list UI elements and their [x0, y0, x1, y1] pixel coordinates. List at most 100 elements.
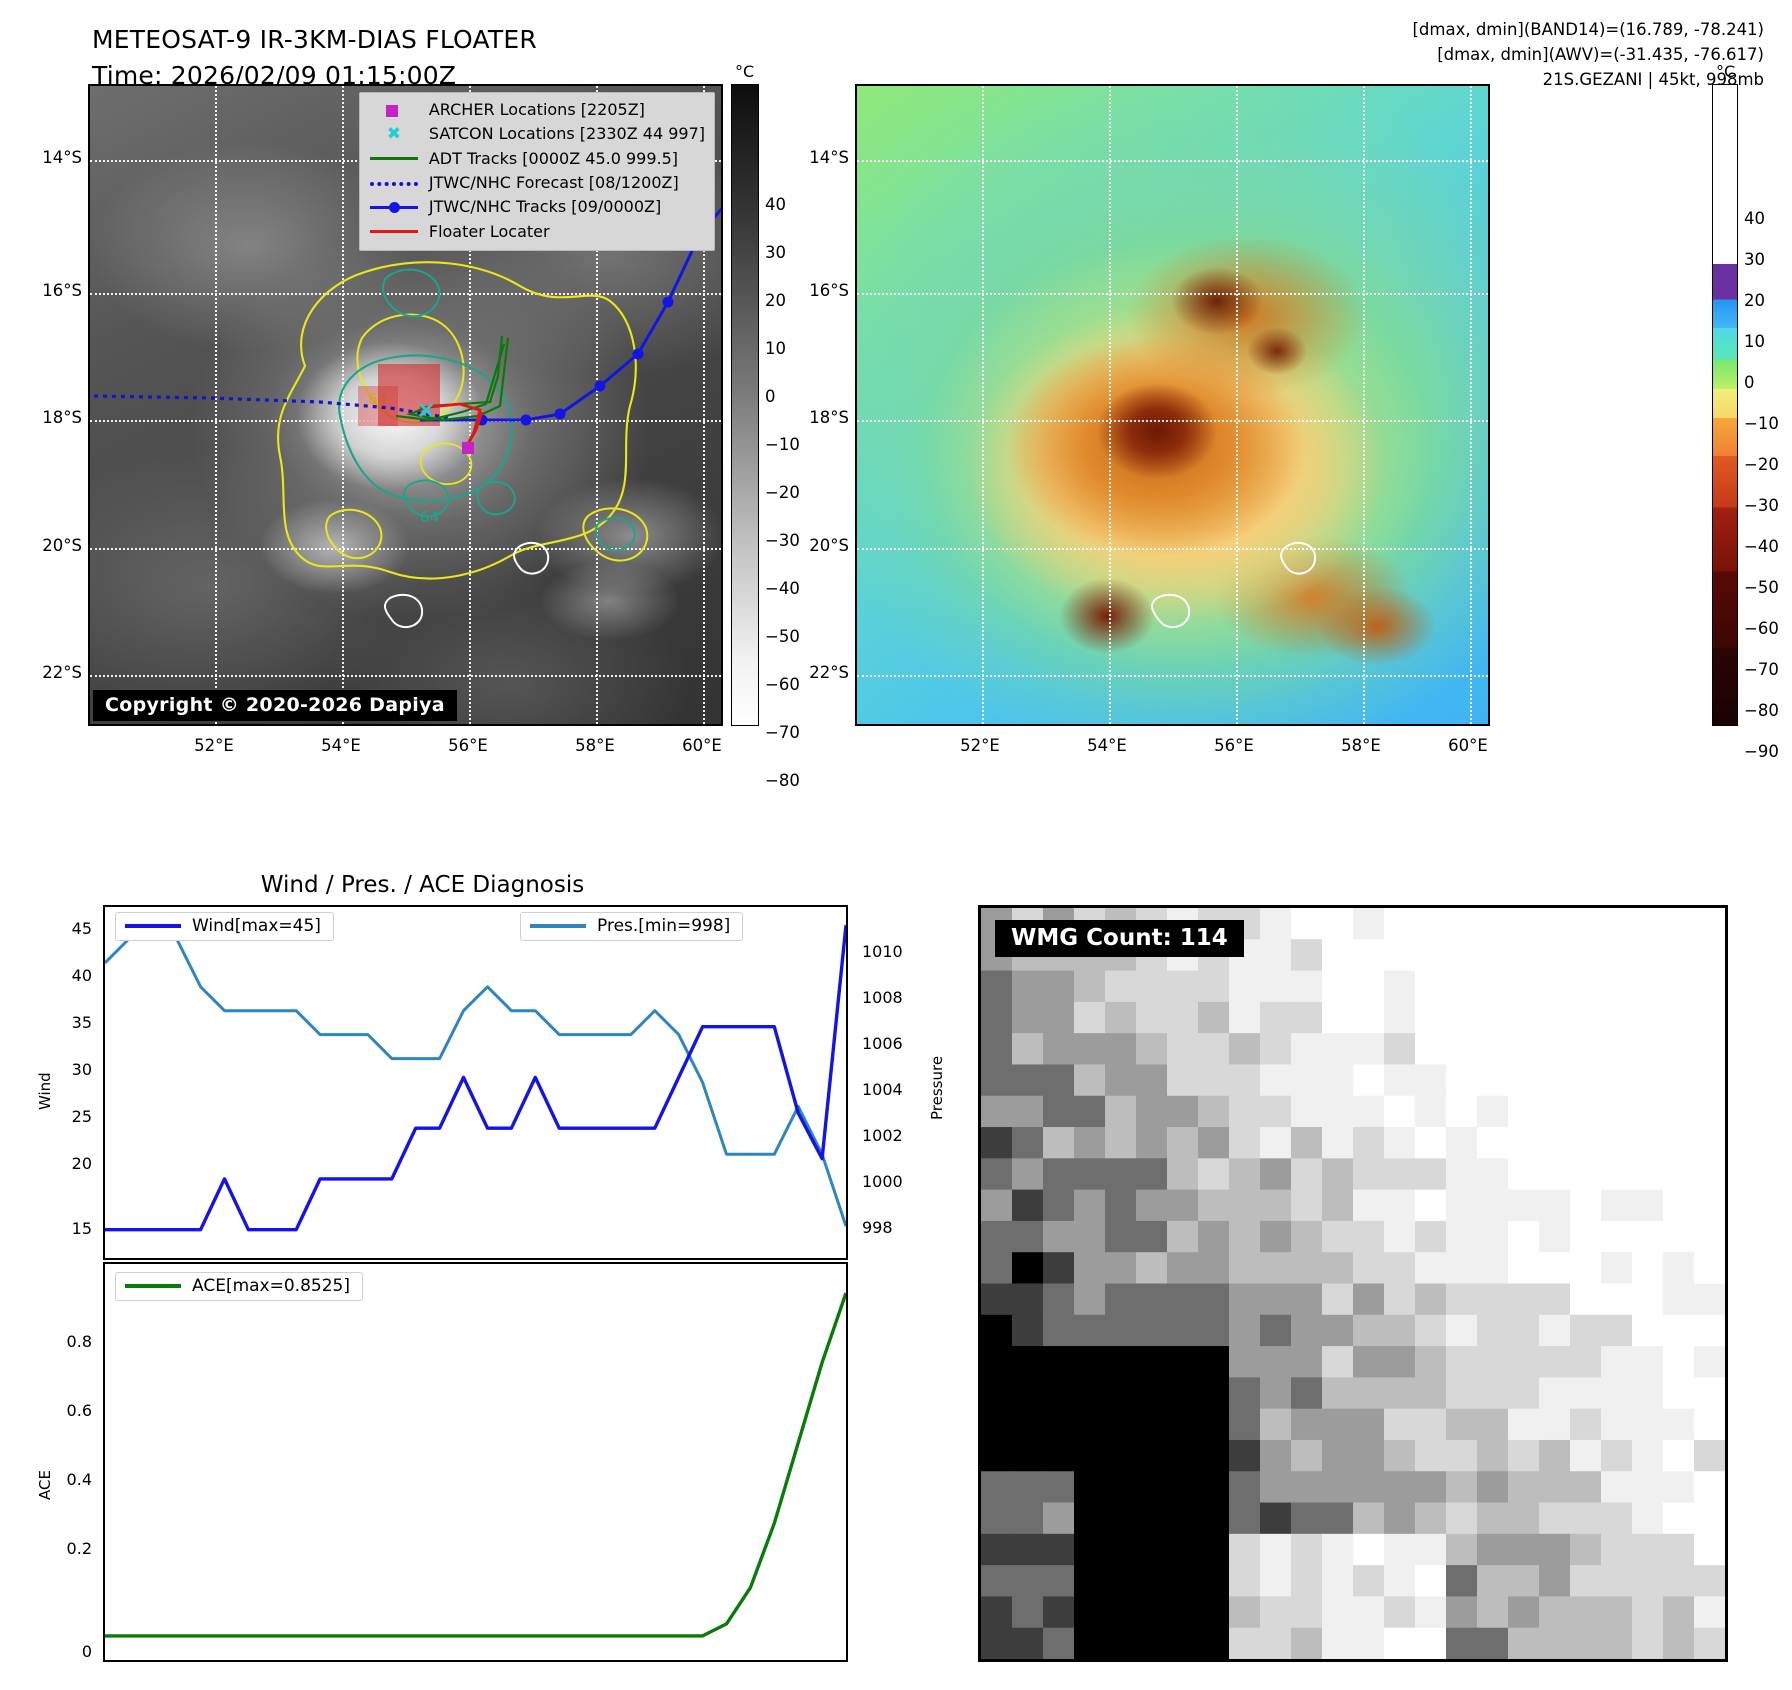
line-icon [125, 1284, 181, 1288]
cbar-tick: −30 [1744, 496, 1779, 515]
cbar-tick: −60 [1744, 619, 1779, 638]
legend-item-satcon[interactable]: ✖ SATCON Locations [2330Z 44 997] [368, 122, 705, 146]
x-marker-icon: ✖ [386, 123, 401, 144]
cbar-tick: −50 [1744, 578, 1779, 597]
wind-pres-ace-title: Wind / Pres. / ACE Diagnosis [260, 872, 585, 898]
ir-x-tick: 60°E [682, 736, 722, 755]
dmax-band14: [dmax, dmin](BAND14)=(16.789, -78.241) [1412, 20, 1764, 39]
wind-legend[interactable]: Wind[max=45] [115, 912, 334, 941]
legend-item-jtwc-forecast[interactable]: JTWC/NHC Forecast [08/1200Z] [368, 171, 705, 195]
cbar-tick: 0 [765, 387, 776, 406]
copyright-notice: Copyright © 2020-2026 Dapiya [93, 690, 457, 721]
gridline-vertical [342, 86, 344, 724]
pressure-tick: 1006 [862, 1034, 903, 1053]
ir-x-tick: 56°E [448, 736, 488, 755]
awv-satellite-image-panel[interactable] [855, 84, 1490, 726]
gridline-horizontal [857, 548, 1488, 550]
gridline-vertical [596, 86, 598, 724]
line-icon [368, 151, 420, 166]
ir-x-tick: 52°E [194, 736, 234, 755]
wind-pressure-chart[interactable] [103, 905, 848, 1260]
cbar-tick: −80 [765, 771, 800, 790]
header-stats: [dmax, dmin](BAND14)=(16.789, -78.241) [… [1412, 18, 1764, 92]
awv-y-tick: 20°S [809, 536, 849, 555]
wmg-count-badge: WMG Count: 114 [995, 920, 1244, 957]
cbar-tick: −20 [1744, 455, 1779, 474]
ir-y-tick: 22°S [42, 663, 82, 682]
ace-legend[interactable]: ACE[max=0.8525] [115, 1272, 363, 1301]
pressure-tick: 1000 [862, 1172, 903, 1191]
ir-x-tick: 54°E [321, 736, 361, 755]
gridline-horizontal [857, 160, 1488, 162]
wind-tick: 40 [71, 966, 92, 985]
pressure-tick: 998 [862, 1218, 893, 1237]
pressure-tick: 1002 [862, 1126, 903, 1145]
cbar-tick: −70 [765, 723, 800, 742]
cbar-tick: −80 [1744, 701, 1779, 720]
awv-x-tick: 54°E [1087, 736, 1127, 755]
cbar-tick: 10 [765, 339, 786, 358]
gridline-vertical [982, 86, 984, 724]
archer-marker [462, 442, 474, 454]
ir-x-tick: 58°E [575, 736, 615, 755]
wmg-grid-panel[interactable]: WMG Count: 114 [978, 905, 1728, 1662]
ir-legend[interactable]: ARCHER Locations [2205Z] ✖ SATCON Locati… [358, 92, 715, 251]
awv-y-tick: 14°S [809, 148, 849, 167]
square-marker-icon [368, 103, 420, 118]
legend-label: JTWC/NHC Forecast [08/1200Z] [428, 172, 679, 192]
ir-y-tick: 14°S [42, 148, 82, 167]
awv-y-tick: 18°S [809, 408, 849, 427]
satcon-marker [418, 402, 434, 418]
legend-label: SATCON Locations [2330Z 44 997] [428, 124, 705, 144]
ace-plot [105, 1292, 846, 1638]
ir-y-tick: 16°S [42, 281, 82, 300]
legend-label: Floater Locater [428, 221, 550, 241]
pressure-tick: 1008 [862, 988, 903, 1007]
ace-tick: 0.6 [66, 1401, 92, 1420]
ir-y-tick: 18°S [42, 408, 82, 427]
contour-label: 64 [420, 508, 439, 526]
cbar-tick: 20 [765, 291, 786, 310]
awv-x-tick: 56°E [1214, 736, 1254, 755]
gridline-vertical [215, 86, 217, 724]
line-icon [530, 924, 586, 928]
legend-item-archer[interactable]: ARCHER Locations [2205Z] [368, 98, 705, 122]
gridline-horizontal [90, 675, 721, 677]
gridline-horizontal [857, 675, 1488, 677]
cbar-tick: −50 [765, 627, 800, 646]
dotted-line-icon [368, 176, 420, 191]
cbar-tick: 40 [1744, 209, 1765, 228]
gridline-vertical [1109, 86, 1111, 724]
awv-x-tick: 52°E [960, 736, 1000, 755]
awv-coastline-overlay [1151, 541, 1317, 629]
wind-legend-label: Wind[max=45] [192, 916, 321, 936]
pressure-legend[interactable]: Pres.[min=998] [520, 912, 744, 941]
gridline-horizontal [90, 293, 721, 295]
line-marker-icon [368, 200, 420, 215]
cbar-tick: −10 [1744, 414, 1779, 433]
legend-label: ADT Tracks [0000Z 45.0 999.5] [428, 148, 679, 168]
legend-item-floater[interactable]: Floater Locater [368, 220, 705, 244]
ir-satellite-image-panel[interactable]: © EUMETSAT 2026 64 64 [88, 84, 723, 726]
ir-overlay-vectors: 64 64 [93, 207, 721, 629]
cbar-tick: −30 [765, 531, 800, 550]
cbar-tick: 40 [765, 195, 786, 214]
line-icon [125, 924, 181, 928]
wind-tick: 45 [71, 919, 92, 938]
legend-item-jtwc-tracks[interactable]: JTWC/NHC Tracks [09/0000Z] [368, 195, 705, 219]
ace-chart[interactable] [103, 1262, 848, 1662]
pressure-legend-label: Pres.[min=998] [597, 916, 731, 936]
legend-item-adt[interactable]: ADT Tracks [0000Z 45.0 999.5] [368, 147, 705, 171]
legend-label: JTWC/NHC Tracks [09/0000Z] [428, 197, 662, 217]
ace-tick: 0.8 [66, 1332, 92, 1351]
cbar-tick: −10 [765, 435, 800, 454]
temperature-colorbar [1712, 84, 1738, 726]
ir-y-tick: 20°S [42, 536, 82, 555]
cbar-tick: 10 [1744, 332, 1765, 351]
pressure-axis-title: Pressure [928, 1055, 946, 1120]
wind-tick: 35 [71, 1013, 92, 1032]
awv-x-tick: 60°E [1448, 736, 1488, 755]
pressure-tick: 1004 [862, 1080, 903, 1099]
cbar-tick: −40 [765, 579, 800, 598]
wind-tick: 30 [71, 1060, 92, 1079]
